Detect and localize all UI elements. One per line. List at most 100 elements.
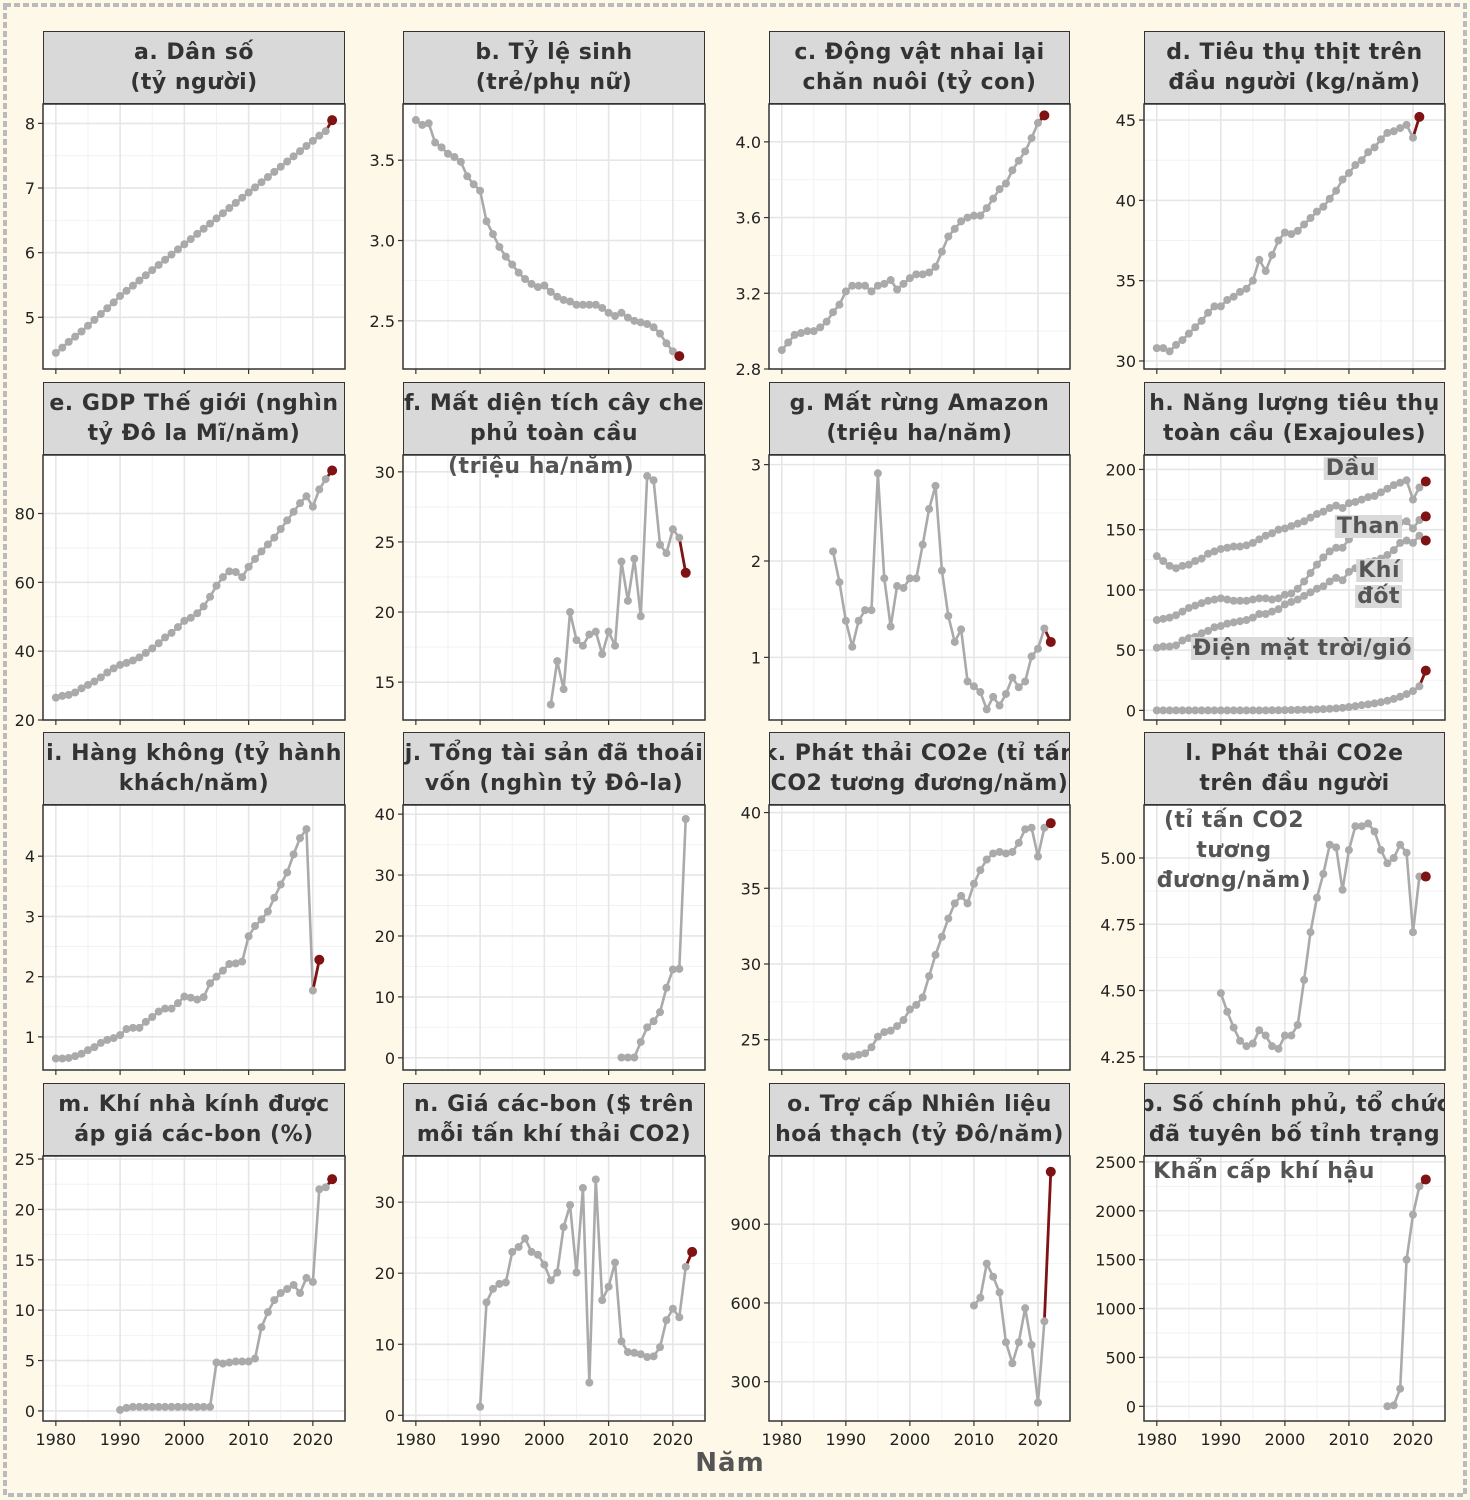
data-point [950, 899, 959, 908]
data-point [1027, 652, 1036, 661]
data-point [1248, 613, 1257, 622]
data-point [1216, 706, 1225, 715]
data-point [495, 1279, 504, 1288]
panel-title-g: g. Mất rừng Amazon (triệu ha/năm) [769, 382, 1070, 455]
data-point [1402, 690, 1411, 699]
data-point [578, 1183, 587, 1192]
data-point [969, 879, 978, 888]
data-point [1351, 822, 1360, 831]
data-point [308, 502, 317, 511]
data-point [1325, 840, 1334, 849]
data-point [161, 633, 170, 642]
data-point [321, 475, 330, 484]
data-point [315, 1185, 324, 1194]
panel-title-d: d. Tiêu thụ thịt trên đầu người (kg/năm) [1144, 31, 1445, 104]
panel-title-line: f. Mất diện tích cây che [403, 390, 705, 416]
data-point [1184, 634, 1193, 643]
data-point [1376, 846, 1385, 855]
y-tick-label: 1 [751, 648, 761, 667]
data-point [546, 287, 555, 296]
data-point [206, 592, 215, 601]
plot-background [403, 805, 705, 1070]
y-tick-label: 4.25 [1100, 1048, 1136, 1067]
data-point [1332, 186, 1341, 195]
data-point [976, 1293, 985, 1302]
plot-border [768, 1155, 1071, 1422]
data-point [656, 1343, 665, 1352]
y-tick-label: 15 [15, 1251, 35, 1270]
data-point [1300, 517, 1309, 526]
data-point [1376, 135, 1385, 144]
x-tick-label: 2020 [1393, 1430, 1434, 1449]
panel-title-line: CO2 tương đương/năm) [770, 770, 1069, 796]
data-point [482, 1298, 491, 1307]
y-tick-label: 2.8 [736, 360, 761, 379]
data-point [957, 891, 966, 900]
y-tick-label: 100 [1105, 581, 1136, 600]
data-point [173, 245, 182, 254]
data-point [835, 578, 844, 587]
data-point [1332, 573, 1341, 582]
data-point [790, 330, 799, 339]
plot-background [769, 1156, 1070, 1421]
data-point [1293, 595, 1302, 604]
data-point [841, 287, 850, 296]
data-point [1319, 705, 1328, 714]
plot-f: 15 20 25 30 (triệu ha/năm) [375, 454, 706, 725]
data-point [944, 232, 953, 241]
data-point [1255, 255, 1264, 264]
y-tick-label: 30 [375, 1193, 395, 1212]
data-point [1408, 538, 1417, 547]
panel-title-l: l. Phát thải CO2e trên đầu người [1144, 732, 1445, 805]
annotation-label: Điện mặt trời/gió [1193, 636, 1412, 661]
panel-title-k: k. Phát thải CO2e (tỉ tấn CO2 tương đương… [769, 732, 1070, 805]
data-point [591, 300, 600, 309]
data-point [128, 1023, 137, 1032]
data-point [154, 1402, 163, 1411]
data-point [1152, 643, 1161, 652]
data-point [1332, 501, 1341, 510]
y-tick-label: 25 [741, 1031, 761, 1050]
y-tick-label: 0 [385, 1049, 395, 1068]
data-point [1248, 595, 1257, 604]
series-line-o [972, 1262, 1046, 1404]
data-point [559, 685, 568, 694]
data-point [283, 1285, 292, 1294]
data-point [64, 337, 73, 346]
data-point [1204, 596, 1213, 605]
data-point [1274, 706, 1283, 715]
y-tick-label: 7 [25, 179, 35, 198]
data-point [1040, 624, 1049, 633]
panel-title-j: j. Tổng tài sản đã thoái vốn (nghìn tỷ Đô… [403, 732, 705, 805]
data-point [649, 476, 658, 485]
y-tick-label: 40 [375, 805, 395, 824]
data-point [186, 1402, 195, 1411]
data-point [128, 1402, 137, 1411]
data-point [1351, 497, 1360, 506]
data-point [566, 1201, 575, 1210]
data-point [1191, 706, 1200, 715]
data-point [995, 701, 1004, 710]
data-point [572, 1268, 581, 1277]
data-point [1293, 584, 1302, 593]
data-point [450, 153, 459, 161]
data-point [1242, 706, 1251, 715]
data-point [1338, 885, 1347, 894]
data-point [886, 622, 895, 631]
data-point [1008, 847, 1017, 856]
data-point [1172, 706, 1181, 715]
data-point [1415, 682, 1424, 691]
data-point [1344, 567, 1353, 576]
data-point [1223, 706, 1232, 715]
panel-title-line: p. Số chính phủ, tổ chức [1144, 1091, 1445, 1117]
y-tick-label: 60 [15, 573, 35, 592]
data-point [1210, 623, 1219, 632]
data-point [263, 907, 272, 916]
data-point [308, 986, 317, 995]
data-point [437, 143, 446, 152]
data-point [1268, 706, 1277, 715]
data-point [1236, 1036, 1245, 1045]
panel-title-h: h. Năng lượng tiêu thụ toàn cầu (Exajoule… [1144, 382, 1445, 455]
annotation-background [1356, 559, 1403, 582]
